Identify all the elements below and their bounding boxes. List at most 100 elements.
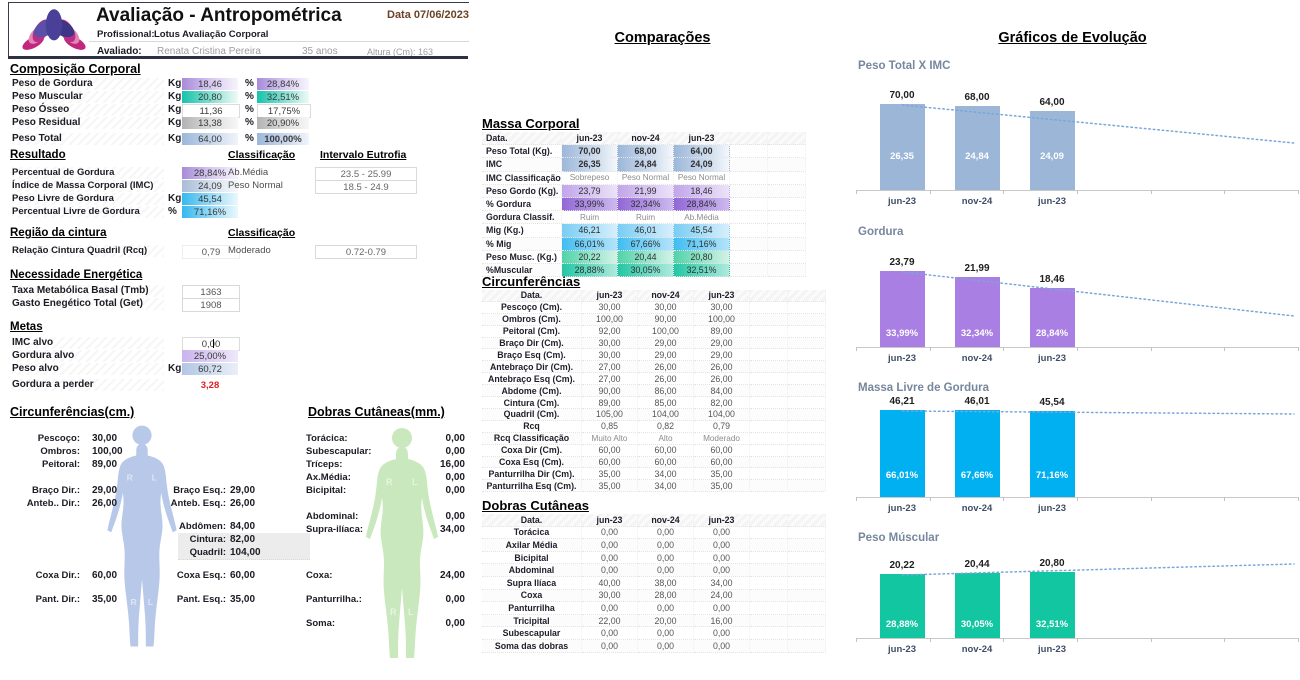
skinfold-value[interactable]: 0,00 [445, 511, 465, 522]
goal-value-cell[interactable]: 0,00 [182, 337, 240, 351]
figure-measure-value[interactable]: 35,00 [92, 594, 118, 605]
table-cell: 28,84% [674, 198, 730, 212]
figure-measure-value[interactable]: 29,00 [92, 485, 118, 496]
energy-value-cell[interactable]: 1908 [182, 298, 240, 312]
skinfold-value[interactable]: 0,00 [445, 472, 465, 483]
figure-measure-label: Anteb.. Dir.: [26, 498, 80, 509]
bar-inner-label: 24,84 [965, 151, 989, 162]
figure-measure-value[interactable]: 104,00 [230, 547, 261, 558]
figure-measure-value[interactable]: 84,00 [230, 521, 256, 532]
skinfold-value[interactable]: 16,00 [439, 459, 465, 470]
table-cell: 46,01 [618, 224, 674, 238]
table-row-label: Rcq Classificação [482, 432, 582, 445]
comparison-table-heading: Circunferências [482, 274, 581, 289]
table-cell: 60,00 [694, 444, 750, 457]
figure-measure-label: Abdômen: [179, 521, 226, 532]
table-cell: 0,00 [638, 640, 694, 653]
figure-measure-value[interactable]: 82,00 [230, 534, 256, 545]
figure-measure-label: Pant. Dir.: [35, 594, 80, 605]
table-row-label: Ombros (Cm). [482, 313, 582, 326]
table-row: Data. jun-23 nov-24 jun-23 [482, 514, 826, 527]
resultado-col-intervalo: Intervalo Eutrofia [320, 149, 407, 161]
figure-measure-label: Anteb. Esq.: [170, 498, 226, 509]
figure-measure-value[interactable]: 26,00 [92, 498, 118, 509]
goal-value-cell[interactable]: 25,00% [182, 350, 238, 362]
classification-value: Ab.Média [228, 167, 269, 178]
skinfold-value[interactable]: 0,00 [445, 618, 465, 629]
resultado-label: Índice de Massa Corporal (IMC) [12, 180, 164, 192]
table-cell [750, 337, 788, 350]
table-row: IMC Classificação Sobrepeso Peso Normal Pes… [482, 171, 806, 185]
table-cell [788, 614, 826, 628]
chart-category-label: nov-24 [961, 196, 993, 207]
figure-measure-value[interactable]: 89,00 [92, 459, 118, 470]
svg-text:L: L [152, 472, 157, 482]
figure-measure-value[interactable]: 100,00 [92, 446, 123, 457]
table-cell: 29,00 [638, 349, 694, 362]
evaluated-name[interactable]: Renata Cristina Pereira [157, 46, 261, 57]
table-cell: 0,00 [582, 627, 638, 640]
table-cell: 29,00 [694, 349, 750, 362]
table-cell [768, 224, 806, 238]
figure-measure-value[interactable]: 29,00 [230, 485, 256, 496]
svg-text:R: R [130, 597, 137, 607]
table-row: Subescapular 0,00 0,00 0,00 [482, 627, 826, 640]
skinfold-value[interactable]: 0,00 [445, 485, 465, 496]
table-row-label: Axilar Média [482, 539, 582, 552]
table-cell: 28,88% [562, 264, 618, 278]
table-cell [788, 526, 826, 540]
table-cell: 22,00 [582, 614, 638, 628]
chart-bar [1030, 572, 1075, 638]
table-cell: 40,00 [582, 577, 638, 590]
table-row-label: Antebraço Dir (Cm). [482, 361, 582, 374]
table-cell [730, 264, 768, 278]
table-row: Cintura (Cm). 89,00 85,00 82,00 [482, 397, 826, 409]
figure-measure-value[interactable]: 60,00 [92, 570, 118, 581]
chart-title: Gordura [858, 226, 904, 238]
chart-category-label: jun-23 [1038, 644, 1066, 655]
axis-tick [929, 638, 931, 642]
skinfold-value[interactable]: 0,00 [445, 594, 465, 605]
table-row-label: Panturrilha Dir (Cm). [482, 468, 582, 481]
table-row-label: %Muscular [482, 264, 562, 278]
unit-pct-label: % [245, 78, 254, 89]
table-row-label: IMC Classificação [482, 171, 562, 185]
body-figure-front-green: R L R L [352, 420, 452, 670]
table-row: IMC 26,35 24,84 24,09 [482, 158, 806, 172]
energy-value-cell[interactable]: 1363 [182, 285, 240, 299]
table-col-date: jun-23 [694, 290, 750, 302]
table-cell: 24,84 [618, 158, 674, 172]
skinfold-value[interactable]: 0,00 [445, 433, 465, 444]
table-cell [788, 589, 826, 603]
skinfold-value[interactable]: 34,00 [439, 524, 465, 535]
table-cell [730, 171, 768, 185]
figure-measure-value[interactable]: 26,00 [230, 498, 256, 509]
table-cell: 27,00 [582, 361, 638, 374]
table-cell: 24,00 [694, 589, 750, 603]
professional-name: Lotus Avaliação Corporal [154, 29, 269, 40]
table-cell [750, 409, 788, 421]
skinfold-label: Panturrilha.: [306, 594, 362, 605]
figure-measure-value[interactable]: 60,00 [230, 570, 256, 581]
goal-value-cell[interactable]: 60,72 [182, 363, 238, 375]
table-cell: 85,00 [638, 397, 694, 409]
axis-tick [1077, 347, 1078, 351]
measure-shaded-band [178, 546, 310, 560]
skinfold-value[interactable]: 0,00 [445, 446, 465, 457]
table-cell: 26,00 [638, 361, 694, 374]
figure-measure-value[interactable]: 30,00 [92, 433, 118, 444]
table-cell: 26,00 [638, 373, 694, 386]
table-cell [730, 198, 768, 212]
figure-measure-value[interactable]: 35,00 [230, 594, 256, 605]
body-figure-front-blue: R L R L [94, 420, 190, 656]
table-cell: 86,00 [638, 385, 694, 398]
unit-pct-label: % [245, 104, 254, 115]
chart-category-label: nov-24 [961, 503, 993, 514]
table-row: Braço Dir (Cm). 30,00 29,00 29,00 [482, 337, 826, 350]
table-cell [750, 373, 788, 386]
figure-measure-label: Cintura: [189, 534, 226, 545]
skinfold-value[interactable]: 24,00 [439, 570, 465, 581]
table-row: Coxa Esq (Cm). 60,00 60,00 60,00 [482, 456, 826, 469]
axis-tick [856, 497, 857, 501]
table-cell: 0,00 [694, 551, 750, 565]
